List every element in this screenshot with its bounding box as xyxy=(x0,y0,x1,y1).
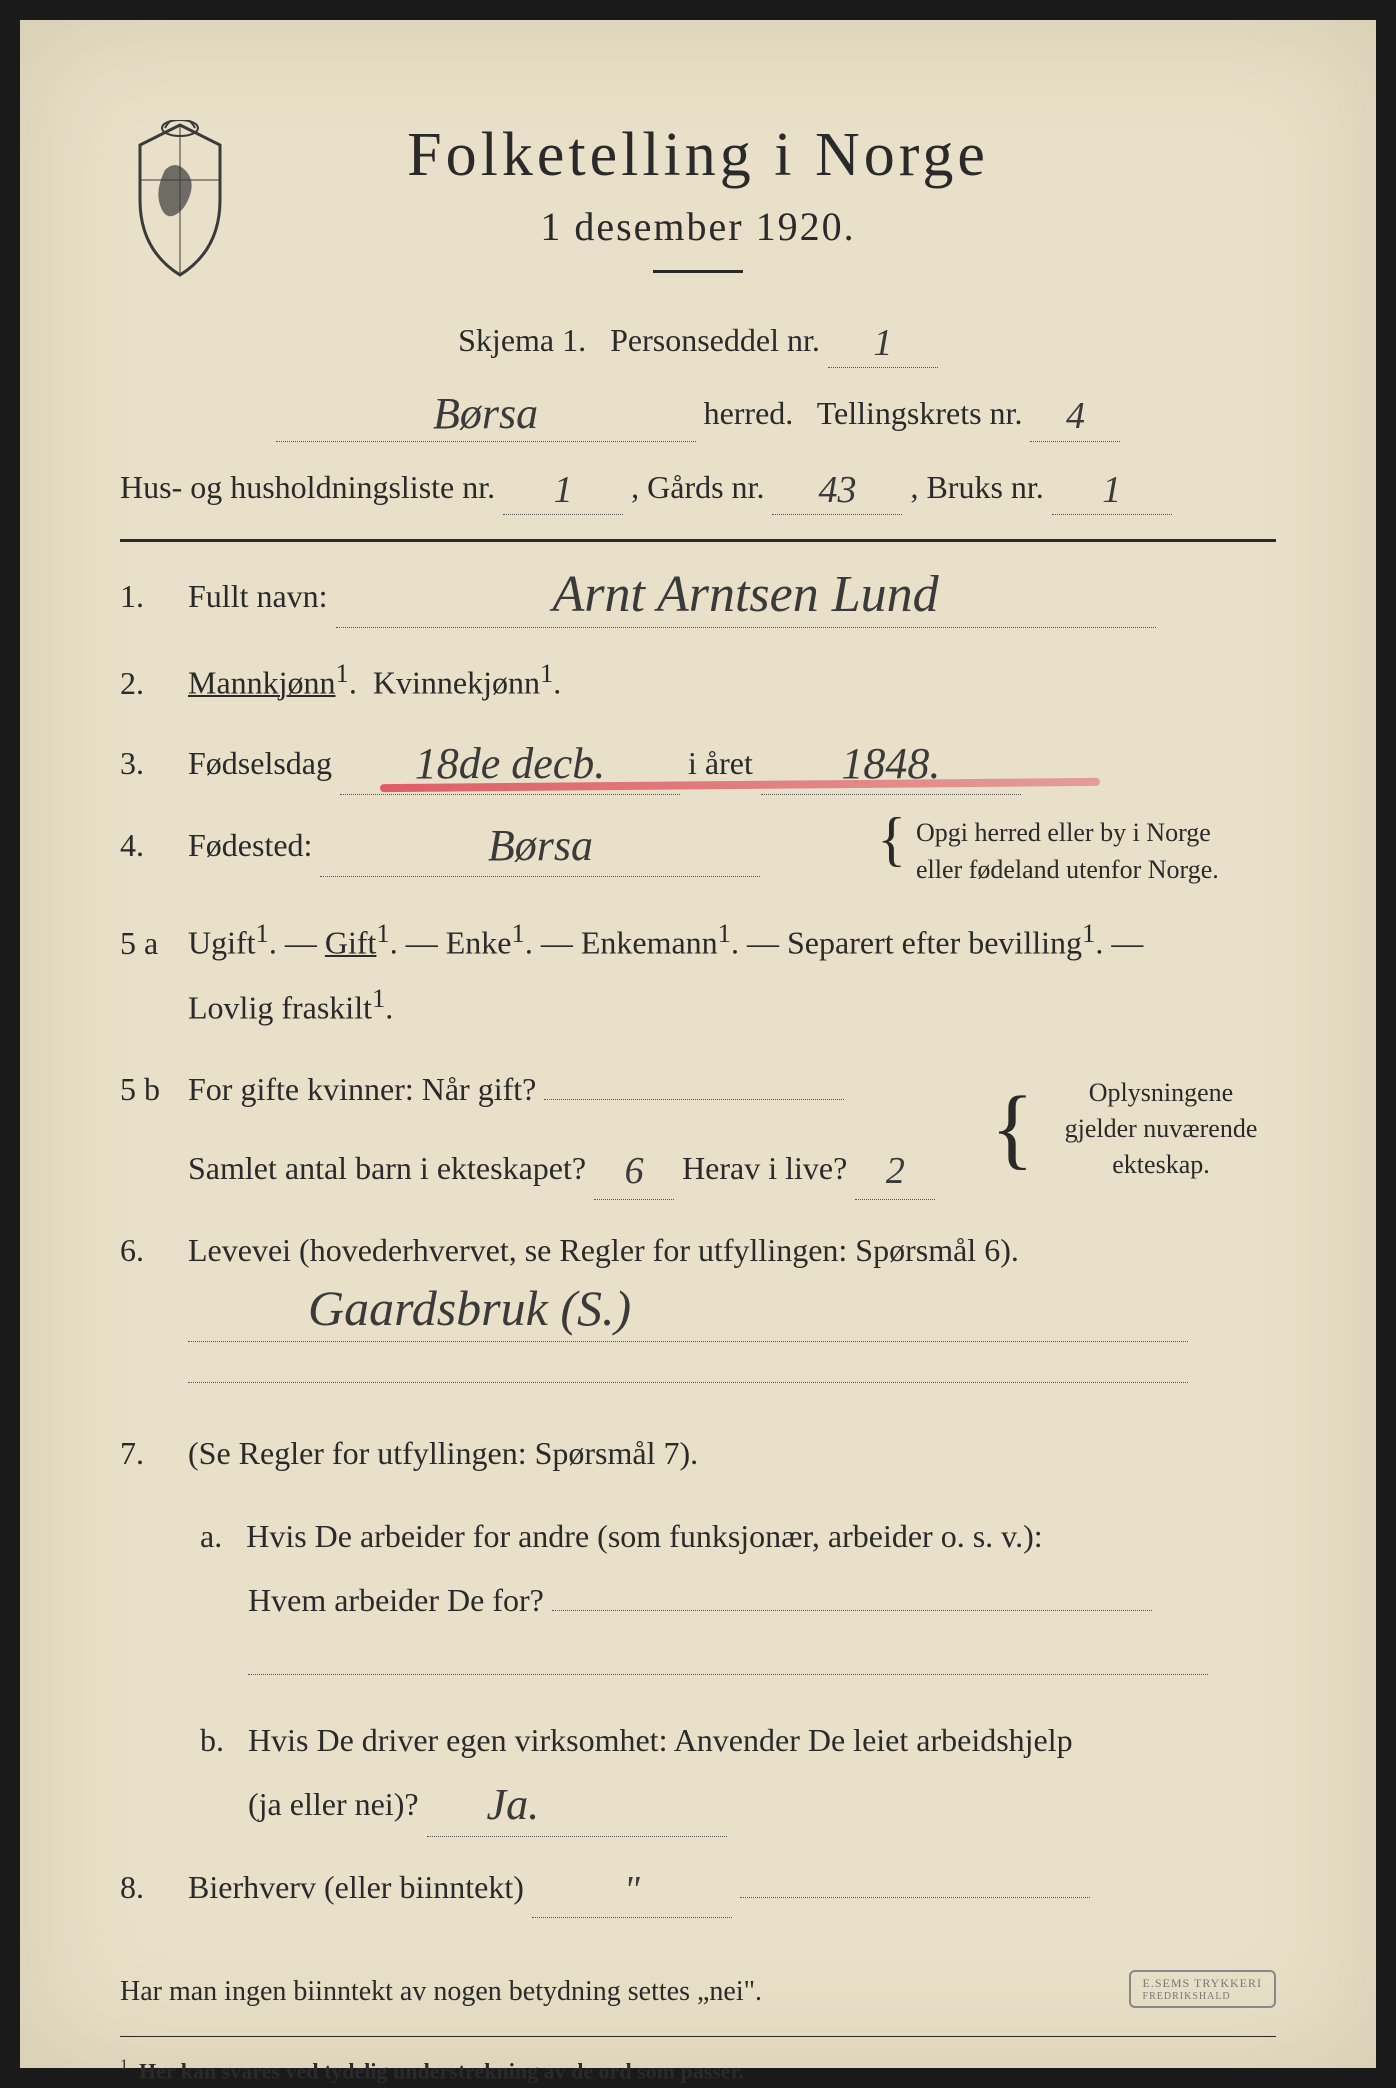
q5a-body: Ugift1. — Gift1. — Enke1. — Enkemann1. —… xyxy=(188,908,1276,1039)
q2-num: 2. xyxy=(120,665,170,702)
q2-body: Mannkjønn1. Kvinnekjønn1. xyxy=(188,648,1276,713)
q4-num: 4. xyxy=(120,827,170,864)
q4: 4. Fødested: Børsa { Opgi herred eller b… xyxy=(120,815,1276,888)
header: Folketelling i Norge 1 desember 1920. xyxy=(120,120,1276,273)
tellingskrets-nr: 4 xyxy=(1030,386,1120,441)
q1-body: Fullt navn: Arnt Arntsen Lund xyxy=(188,566,1276,628)
q8-value: " xyxy=(532,1857,732,1919)
q8-body: Bierhverv (eller biinntekt) " xyxy=(188,1857,1276,1919)
fn-text: Her kan svares ved tydelig understreknin… xyxy=(139,2058,744,2083)
q5b-l2b: Herav i live? xyxy=(682,1150,847,1186)
q4-aside2: eller fødeland utenfor Norge. xyxy=(916,852,1276,888)
q5b-l1: For gifte kvinner: Når gift? xyxy=(188,1071,536,1107)
census-form-page: Folketelling i Norge 1 desember 1920. Sk… xyxy=(20,20,1376,2068)
q1-num: 1. xyxy=(120,578,170,615)
q7a-blank2 xyxy=(248,1674,1208,1675)
footer-note: Har man ingen biinntekt av nogen betydni… xyxy=(120,1968,1276,2016)
q3-mid: i året xyxy=(688,745,753,781)
page-title: Folketelling i Norge xyxy=(120,120,1276,191)
footnote: 1 Her kan svares ved tydelig understrekn… xyxy=(120,2057,1276,2084)
q5a-gift: Gift xyxy=(325,925,377,961)
personseddel-label: Personseddel nr. xyxy=(610,322,820,358)
meta-line-1: Skjema 1. Personseddel nr. 1 xyxy=(120,313,1276,368)
q3: 3. Fødselsdag 18de decb. i året 1848. xyxy=(120,733,1276,795)
title-divider xyxy=(653,270,743,273)
q2-mann: Mannkjønn xyxy=(188,665,336,701)
q5b-num: 5 b xyxy=(120,1071,170,1108)
q8-label: Bierhverv (eller biinntekt) xyxy=(188,1869,524,1905)
q6-value: Gaardsbruk (S.) xyxy=(188,1280,1188,1342)
q6: 6. Levevei (hovederhvervet, se Regler fo… xyxy=(120,1220,1276,1403)
q6-body: Levevei (hovederhvervet, se Regler for u… xyxy=(188,1220,1276,1403)
bruks-label: , Bruks nr. xyxy=(910,469,1043,505)
q7b-text1: Hvis De driver egen virksomhet: Anvender… xyxy=(248,1722,1073,1758)
q5a-num: 5 a xyxy=(120,925,170,962)
q8-blank xyxy=(740,1897,1090,1898)
q7b: b. Hvis De driver egen virksomhet: Anven… xyxy=(200,1708,1276,1837)
q5b: 5 b For gifte kvinner: Når gift? Samlet … xyxy=(120,1059,1276,1200)
fn-num: 1 xyxy=(120,2057,128,2074)
gards-label: , Gårds nr. xyxy=(631,469,764,505)
q8: 8. Bierhverv (eller biinntekt) " xyxy=(120,1857,1276,1919)
q5b-barn: 6 xyxy=(594,1138,674,1200)
q5a: 5 a Ugift1. — Gift1. — Enke1. — Enkemann… xyxy=(120,908,1276,1039)
q1-label: Fullt navn: xyxy=(188,578,328,614)
q7-label: (Se Regler for utfyllingen: Spørsmål 7). xyxy=(188,1435,698,1471)
q2-kvinne: Kvinnekjønn xyxy=(373,665,540,701)
husliste-nr: 1 xyxy=(503,460,623,515)
q5b-live: 2 xyxy=(855,1138,935,1200)
meta-line-2: Børsa herred. Tellingskrets nr. 4 xyxy=(120,386,1276,441)
q7b-value: Ja. xyxy=(427,1772,727,1837)
q5b-aside: Oplysningene gjelder nuværende ekteskap. xyxy=(1046,1075,1276,1184)
q7: 7. (Se Regler for utfyllingen: Spørsmål … xyxy=(120,1423,1276,1484)
q6-blank2 xyxy=(188,1382,1188,1383)
divider-footer xyxy=(120,2036,1276,2037)
q3-label: Fødselsdag xyxy=(188,745,332,781)
q6-num: 6. xyxy=(120,1232,170,1269)
crest-svg xyxy=(120,120,240,280)
q7a-text2: Hvem arbeider De for? xyxy=(248,1582,544,1618)
q7a-num: a. xyxy=(200,1518,222,1554)
q7b-num: b. xyxy=(200,1722,224,1758)
coat-of-arms xyxy=(120,120,240,280)
q4-label: Fødested: xyxy=(188,827,312,863)
q7a: a. Hvis De arbeider for andre (som funks… xyxy=(200,1504,1276,1696)
page-subtitle: 1 desember 1920. xyxy=(120,203,1276,250)
q4-value: Børsa xyxy=(320,815,760,877)
q5b-gift-blank xyxy=(544,1099,844,1100)
q6-label: Levevei (hovederhvervet, se Regler for u… xyxy=(188,1232,1019,1268)
q5b-body: For gifte kvinner: Når gift? Samlet anta… xyxy=(188,1059,1276,1200)
herred-label: herred. xyxy=(704,395,794,431)
q5b-left: For gifte kvinner: Når gift? Samlet anta… xyxy=(188,1059,979,1200)
printer-stamp: E.SEMS TRYKKERI FREDRIKSHALD xyxy=(1129,1970,1276,2008)
skjema-label: Skjema 1. xyxy=(458,322,586,358)
q7a-text1: Hvis De arbeider for andre (som funksjon… xyxy=(246,1518,1042,1554)
q4-aside: Opgi herred eller by i Norge eller fødel… xyxy=(916,815,1276,888)
q7-num: 7. xyxy=(120,1435,170,1472)
q8-num: 8. xyxy=(120,1869,170,1906)
q7-body: (Se Regler for utfyllingen: Spørsmål 7). xyxy=(188,1423,1276,1484)
divider-1 xyxy=(120,539,1276,542)
herred-value: Børsa xyxy=(276,386,696,441)
q4-body: Fødested: Børsa { Opgi herred eller by i… xyxy=(188,815,1276,888)
tellingskrets-label: Tellingskrets nr. xyxy=(817,395,1023,431)
q4-aside1: Opgi herred eller by i Norge xyxy=(916,815,1276,851)
gards-nr: 43 xyxy=(772,460,902,515)
q1-value: Arnt Arntsen Lund xyxy=(336,566,1156,628)
brace-icon: { xyxy=(991,1093,1034,1165)
q1: 1. Fullt navn: Arnt Arntsen Lund xyxy=(120,566,1276,628)
q7a-blank1 xyxy=(552,1610,1152,1611)
bruks-nr: 1 xyxy=(1052,460,1172,515)
brace-icon: { xyxy=(877,815,906,863)
personseddel-nr: 1 xyxy=(828,313,938,368)
q5b-l2a: Samlet antal barn i ekteskapet? xyxy=(188,1150,586,1186)
q2: 2. Mannkjønn1. Kvinnekjønn1. xyxy=(120,648,1276,713)
q7b-text2: (ja eller nei)? xyxy=(248,1786,419,1822)
meta-line-3: Hus- og husholdningsliste nr. 1 , Gårds … xyxy=(120,460,1276,515)
husliste-label: Hus- og husholdningsliste nr. xyxy=(120,469,495,505)
q3-num: 3. xyxy=(120,745,170,782)
